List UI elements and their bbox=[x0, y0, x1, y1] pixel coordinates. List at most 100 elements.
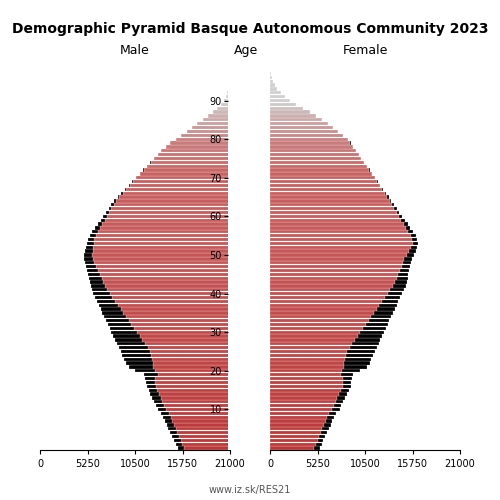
Bar bbox=[270, 392, 339, 396]
Bar bbox=[126, 362, 153, 365]
Bar bbox=[270, 234, 410, 237]
Bar bbox=[144, 168, 230, 172]
Title: Male: Male bbox=[120, 44, 150, 58]
Bar bbox=[152, 354, 230, 357]
Bar bbox=[166, 424, 174, 426]
Bar bbox=[95, 296, 112, 299]
Bar bbox=[270, 130, 338, 133]
Bar bbox=[270, 381, 344, 384]
Title: Female: Female bbox=[342, 44, 388, 58]
Bar bbox=[336, 400, 344, 404]
Bar bbox=[147, 384, 156, 388]
Bar bbox=[136, 176, 230, 180]
Bar bbox=[342, 373, 353, 376]
Bar bbox=[161, 412, 169, 415]
Bar bbox=[347, 350, 375, 353]
Bar bbox=[182, 442, 230, 446]
Bar bbox=[350, 346, 377, 350]
Bar bbox=[270, 184, 380, 187]
Bar bbox=[179, 435, 230, 438]
Bar bbox=[270, 76, 272, 79]
Bar bbox=[186, 130, 230, 133]
Bar bbox=[147, 164, 230, 168]
Bar bbox=[270, 180, 377, 184]
Bar bbox=[270, 160, 364, 164]
Bar bbox=[89, 276, 102, 280]
Bar bbox=[166, 408, 230, 411]
Bar bbox=[318, 438, 324, 442]
Bar bbox=[393, 284, 406, 288]
Bar bbox=[338, 396, 345, 400]
Bar bbox=[100, 308, 120, 310]
Bar bbox=[270, 153, 358, 156]
Bar bbox=[270, 226, 406, 230]
Bar bbox=[135, 369, 155, 372]
Bar bbox=[404, 257, 412, 260]
Bar bbox=[92, 254, 230, 256]
Bar bbox=[270, 230, 408, 234]
Bar bbox=[134, 326, 230, 330]
Bar bbox=[90, 284, 105, 288]
Bar bbox=[270, 126, 334, 129]
Bar bbox=[270, 446, 314, 450]
Bar bbox=[402, 265, 410, 268]
Bar bbox=[84, 257, 93, 260]
Bar bbox=[346, 354, 373, 357]
Bar bbox=[270, 315, 372, 318]
Bar bbox=[270, 149, 356, 152]
Bar bbox=[270, 122, 328, 126]
Bar bbox=[176, 442, 182, 446]
Bar bbox=[270, 350, 347, 353]
Bar bbox=[270, 242, 412, 245]
Bar bbox=[192, 126, 230, 129]
Bar bbox=[150, 392, 159, 396]
Bar bbox=[363, 326, 386, 330]
Bar bbox=[152, 396, 160, 400]
Bar bbox=[372, 315, 391, 318]
Bar bbox=[218, 106, 230, 110]
Bar bbox=[90, 280, 104, 283]
Bar bbox=[92, 288, 107, 292]
Bar bbox=[154, 400, 162, 404]
Bar bbox=[98, 222, 102, 226]
Bar bbox=[208, 114, 230, 117]
Bar bbox=[270, 103, 296, 106]
Bar bbox=[355, 338, 380, 342]
Bar bbox=[112, 296, 230, 299]
Bar bbox=[125, 188, 126, 191]
Bar bbox=[123, 192, 230, 195]
Bar bbox=[178, 446, 184, 450]
Bar bbox=[106, 211, 109, 214]
Bar bbox=[120, 350, 150, 353]
Bar bbox=[270, 326, 363, 330]
Bar bbox=[270, 296, 385, 299]
Bar bbox=[86, 265, 96, 268]
Bar bbox=[387, 196, 388, 198]
Bar bbox=[394, 207, 396, 210]
Bar bbox=[160, 396, 230, 400]
Bar bbox=[150, 160, 230, 164]
Bar bbox=[270, 192, 384, 195]
Bar bbox=[270, 416, 328, 419]
Bar bbox=[109, 211, 230, 214]
Bar bbox=[100, 226, 230, 230]
Bar bbox=[172, 420, 230, 422]
Bar bbox=[104, 218, 230, 222]
Bar bbox=[87, 269, 98, 272]
Bar bbox=[380, 304, 396, 307]
Bar bbox=[170, 142, 230, 144]
Bar bbox=[396, 276, 407, 280]
Bar bbox=[270, 84, 275, 86]
Bar bbox=[403, 261, 411, 264]
Bar bbox=[270, 388, 341, 392]
Bar bbox=[270, 431, 321, 434]
Bar bbox=[270, 366, 344, 368]
Bar bbox=[368, 319, 390, 322]
Bar bbox=[377, 308, 395, 310]
Bar bbox=[270, 110, 310, 114]
Bar bbox=[172, 435, 179, 438]
Bar bbox=[224, 99, 230, 102]
Bar bbox=[171, 416, 230, 419]
Bar bbox=[270, 196, 387, 198]
Bar bbox=[344, 381, 351, 384]
